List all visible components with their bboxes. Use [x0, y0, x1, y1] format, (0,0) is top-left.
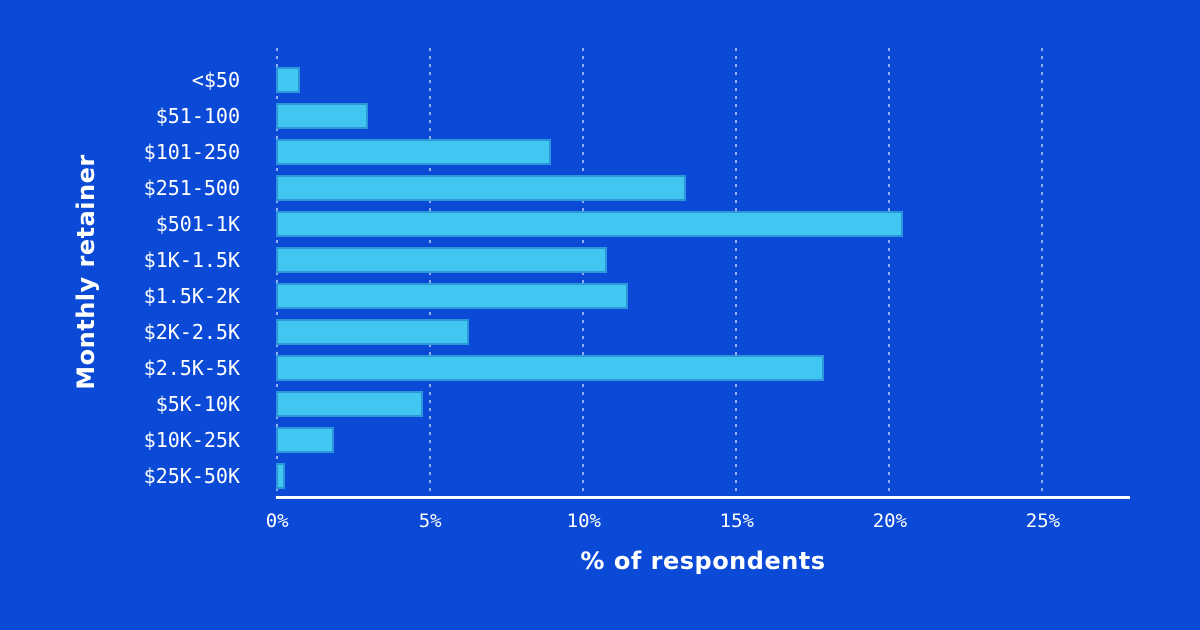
gridline-25: [1041, 48, 1044, 496]
bar-row: $101-250: [144, 134, 1130, 170]
bar: [276, 427, 335, 453]
category-label: $101-250: [143, 140, 240, 164]
x-axis-ticks: 0% 5% 10% 15% 20% 25%: [266, 510, 1130, 534]
x-tick-label: 10%: [566, 510, 601, 532]
category-label: $5K-10K: [155, 392, 240, 416]
bar: [276, 319, 469, 345]
bar: [276, 463, 286, 489]
bar: [276, 175, 687, 201]
x-axis-title: % of respondents: [580, 547, 826, 575]
bar-rows: <$50 $51-100 $101-250 $251-500 $501-1K $1K-1.…: [144, 48, 1130, 496]
bar: [276, 67, 301, 93]
x-tick-label: 15%: [719, 510, 755, 532]
bar: [276, 103, 368, 129]
bar-row: $25K-50K: [144, 458, 1130, 494]
category-label: $51-100: [155, 104, 240, 128]
gridline-15: [735, 48, 738, 496]
category-label: $1K-1.5K: [143, 248, 240, 272]
bar-row: <$50: [192, 62, 1130, 98]
category-label: <$50: [191, 68, 240, 92]
bar: [276, 211, 904, 237]
bar: [276, 283, 628, 309]
bar-row: $2.5K-5K: [144, 350, 1130, 386]
bar-row: $2K-2.5K: [144, 314, 1130, 350]
x-tick-label: 25%: [1025, 510, 1061, 532]
bar: [276, 247, 607, 273]
bar-row: $51-100: [156, 98, 1130, 134]
bar-row: $1.5K-2K: [144, 278, 1130, 314]
gridline-20: [888, 48, 891, 496]
x-axis-line: [276, 496, 1130, 499]
category-label: $2K-2.5K: [143, 320, 240, 344]
bar: [276, 391, 423, 417]
x-tick-label: 20%: [872, 510, 908, 532]
plot-area: <$50 $51-100 $101-250 $251-500 $501-1K $1K-1.…: [144, 48, 1130, 496]
bar-row: $5K-10K: [156, 386, 1130, 422]
category-label: $10K-25K: [143, 428, 240, 452]
y-axis-title: Monthly retainer: [72, 154, 100, 390]
bar-row: $501-1K: [156, 206, 1130, 242]
bar-row: $251-500: [144, 170, 1130, 206]
bar: [276, 139, 552, 165]
bar: [276, 355, 824, 381]
category-label: $2.5K-5K: [143, 356, 240, 380]
category-label: $501-1K: [155, 212, 240, 236]
category-label: $1.5K-2K: [143, 284, 240, 308]
x-tick-label: 0%: [265, 510, 289, 532]
category-label: $25K-50K: [143, 464, 240, 488]
x-tick-label: 5%: [418, 510, 442, 532]
category-label: $251-500: [143, 176, 240, 200]
bar-row: $1K-1.5K: [144, 242, 1130, 278]
bar-row: $10K-25K: [144, 422, 1130, 458]
